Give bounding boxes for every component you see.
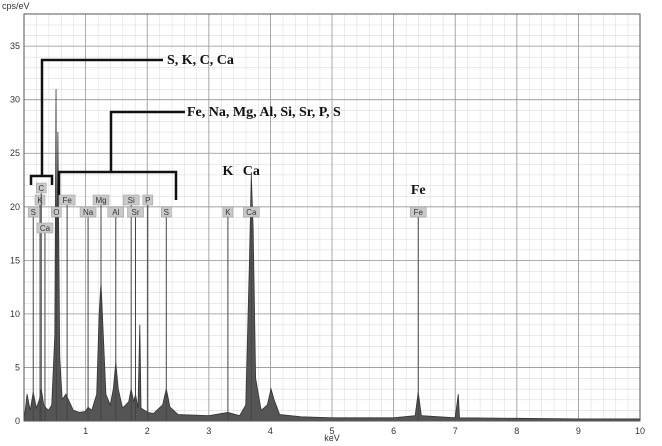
- x-tick-label: 4: [268, 426, 273, 436]
- marker-label: Fe: [62, 196, 72, 205]
- bracket: [29, 58, 163, 185]
- marker-label: Ca: [40, 224, 51, 233]
- x-tick-label: 3: [206, 426, 211, 436]
- y-tick-label: 10: [10, 309, 20, 319]
- marker-label: C: [38, 184, 44, 193]
- marker-label: Na: [83, 208, 94, 217]
- marker-box: [36, 222, 54, 234]
- plot-frame: [23, 13, 641, 422]
- annotation: S, K, C, Ca: [167, 53, 234, 68]
- x-tick-label: 2: [145, 426, 150, 436]
- marker-box: [122, 194, 140, 206]
- marker-box: [127, 206, 144, 218]
- marker-label: K: [37, 196, 43, 205]
- marker-box: [222, 206, 234, 218]
- peak-label: Fe: [411, 183, 426, 198]
- marker-label: P: [145, 196, 150, 205]
- peak-label: Ca: [243, 164, 260, 179]
- bracket: [57, 110, 185, 200]
- marker-box: [92, 194, 110, 206]
- y-tick-label: 20: [10, 202, 20, 212]
- y-tick-label: 35: [10, 41, 20, 51]
- x-tick-label: 6: [391, 426, 396, 436]
- y-tick-label: 25: [10, 148, 20, 158]
- marker-label: Sr: [131, 208, 139, 217]
- marker-box: [58, 194, 76, 206]
- y-axis-label: cps/eV: [2, 1, 30, 11]
- marker-box: [27, 206, 39, 218]
- marker-label: S: [164, 208, 169, 217]
- marker-label: Mg: [95, 196, 106, 205]
- annotation: Fe, Na, Mg, Al, Si, Sr, P, S: [187, 105, 341, 120]
- marker-box: [161, 206, 172, 218]
- marker-box: [51, 206, 62, 218]
- marker-box: [107, 206, 125, 218]
- marker-box: [409, 206, 427, 218]
- x-axis-label: keV: [324, 433, 340, 443]
- marker-label: O: [53, 208, 59, 217]
- marker-label: Fe: [414, 208, 424, 217]
- marker-box: [34, 194, 46, 206]
- x-tick-label: 10: [635, 426, 645, 436]
- marker-box: [243, 206, 260, 218]
- marker-label: Al: [112, 208, 119, 217]
- x-tick-label: 7: [453, 426, 458, 436]
- x-tick-label: 5: [329, 426, 334, 436]
- marker-box: [35, 182, 47, 194]
- x-tick-label: 1: [83, 426, 88, 436]
- peak-label: K: [222, 164, 233, 179]
- x-tick-label: 8: [514, 426, 519, 436]
- marker-label: S: [31, 208, 36, 217]
- marker-label: Ca: [246, 208, 257, 217]
- x-tick-label: 9: [576, 426, 581, 436]
- marker-box: [79, 206, 97, 218]
- y-tick-label: 15: [10, 255, 20, 265]
- y-tick-label: 0: [15, 416, 20, 426]
- y-tick-label: 30: [10, 95, 20, 105]
- marker-box: [142, 194, 154, 206]
- y-tick-label: 5: [15, 362, 20, 372]
- marker-label: Si: [128, 196, 135, 205]
- marker-label: K: [225, 208, 231, 217]
